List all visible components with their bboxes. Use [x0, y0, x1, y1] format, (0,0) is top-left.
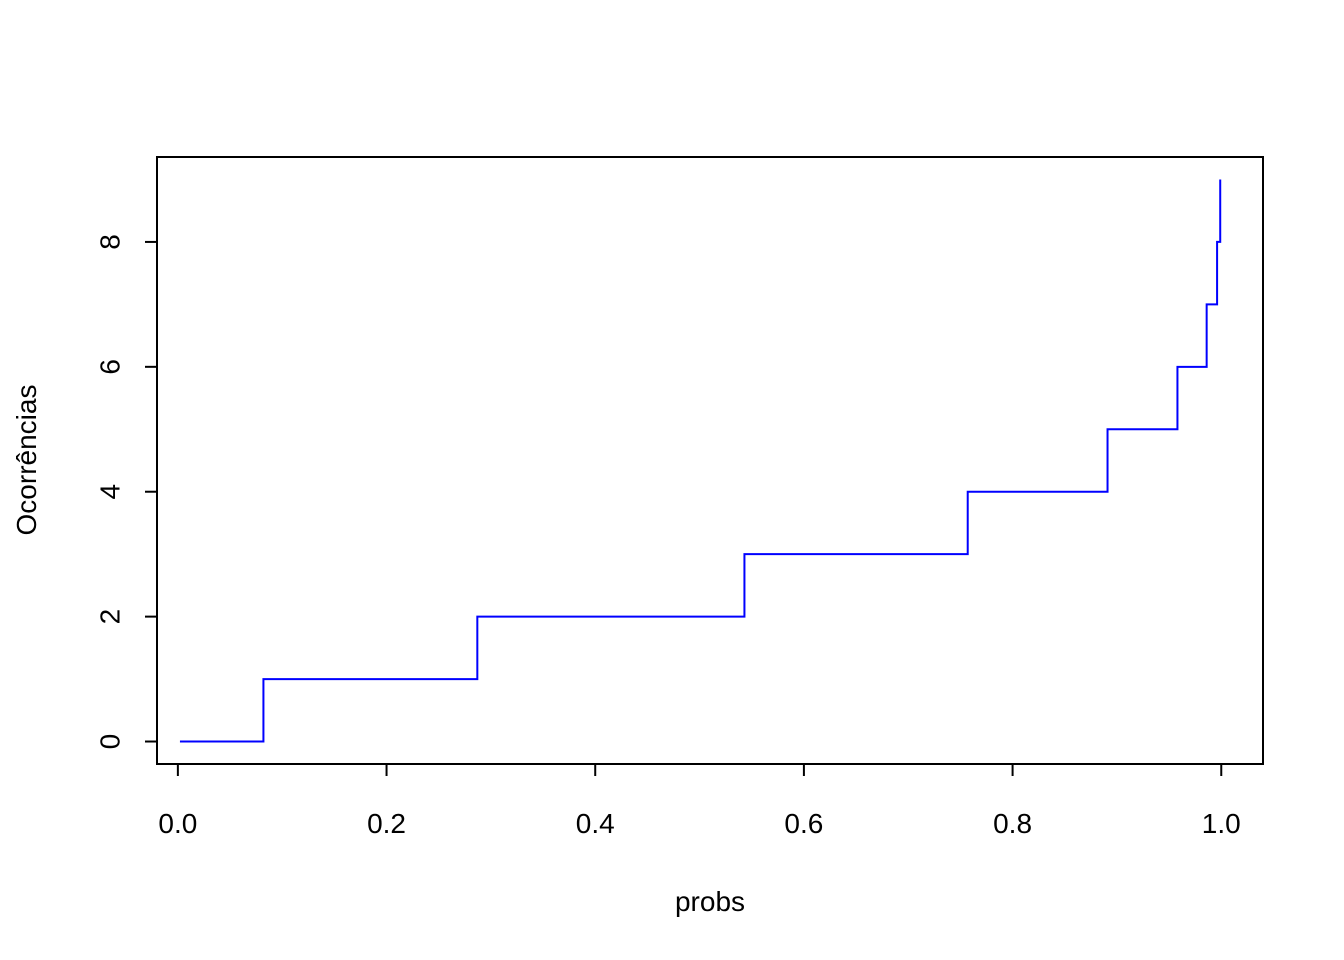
x-tick-label: 0.2 — [367, 808, 406, 839]
series-layer — [179, 179, 1222, 743]
x-tick-label: 0.6 — [784, 808, 823, 839]
y-axis-label: Ocorrências — [11, 385, 42, 536]
y-tick-label: 2 — [95, 609, 126, 625]
y-tick-label: 0 — [95, 734, 126, 750]
y-tick-label: 8 — [95, 234, 126, 250]
x-axis-label: probs — [675, 886, 745, 917]
x-axis: 0.0 0.2 0.4 0.6 0.8 1.0 — [158, 763, 1241, 839]
x-tick-label: 0.0 — [158, 808, 197, 839]
plot-box — [156, 156, 1264, 765]
y-axis: 0 2 4 6 8 — [95, 234, 158, 749]
x-tick-label: 0.4 — [576, 808, 615, 839]
x-tick-label: 1.0 — [1202, 808, 1241, 839]
y-tick-label: 6 — [95, 359, 126, 375]
x-tick-label: 0.8 — [993, 808, 1032, 839]
y-tick-label: 4 — [95, 484, 126, 500]
series-line — [179, 179, 1222, 743]
